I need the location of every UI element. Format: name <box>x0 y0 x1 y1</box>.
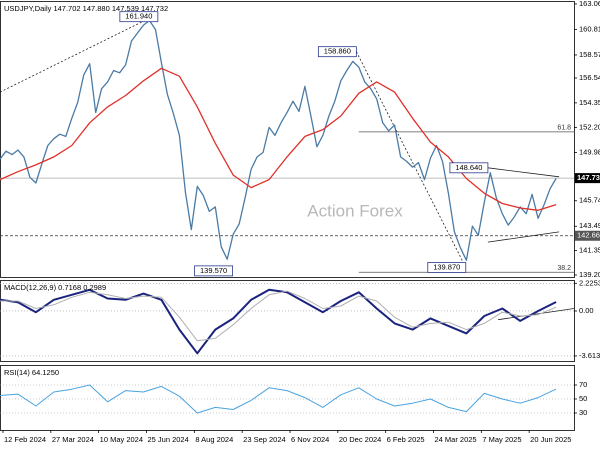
x-tick-label: 25 Jun 2024 <box>147 435 188 444</box>
y-tick-label: 0.00 <box>579 306 594 315</box>
panel-title: MACD(12,26,9) 0.7168 0.2989 <box>4 283 106 292</box>
x-tick-label: 6 Nov 2024 <box>291 435 329 444</box>
series-line <box>0 384 557 414</box>
panel-title: USDJPY,Daily 147.702 147.880 147.539 147… <box>4 4 168 13</box>
trendline <box>487 167 560 178</box>
y-tick-label: 143.495 <box>579 221 600 230</box>
y-tick-label: 139.205 <box>579 270 600 279</box>
x-tick-label: 24 Mar 2025 <box>434 435 476 444</box>
x-tick-label: 6 Feb 2025 <box>387 435 425 444</box>
annotation-label: 161.940 <box>125 12 152 21</box>
fib-label: 61.8 <box>557 125 571 132</box>
y-tick-label: 156.545 <box>579 73 600 82</box>
y-tick-label: 2.2253 <box>579 278 600 287</box>
panel-frame <box>0 365 575 431</box>
x-tick-label: 27 Mar 2024 <box>52 435 94 444</box>
trendline <box>356 51 467 268</box>
y-tick-label: 149.985 <box>579 148 600 157</box>
annotation-label: 148.640 <box>455 163 482 172</box>
y-tick-label: 154.355 <box>579 98 600 107</box>
x-tick-label: 23 Sep 2024 <box>243 435 286 444</box>
y-tick-label: 70 <box>579 380 587 389</box>
trendline <box>487 231 560 243</box>
x-tick-label: 20 Jun 2025 <box>530 435 571 444</box>
series-line <box>0 67 557 211</box>
annotation-label: 158.860 <box>324 47 351 56</box>
series-line <box>0 19 557 261</box>
x-tick-label: 10 May 2024 <box>100 435 143 444</box>
x-tick-label: 12 Feb 2024 <box>4 435 46 444</box>
y-tick-label: -3.6133 <box>579 351 600 360</box>
annotation-box <box>449 162 489 174</box>
y-tick-label: 141.350 <box>579 246 600 255</box>
watermark: Action Forex <box>307 201 403 220</box>
y-tick-label: 160.815 <box>579 24 600 33</box>
y-tick-label: 158.570 <box>579 50 600 59</box>
annotation-box <box>427 262 467 273</box>
y-tick-label: 50 <box>579 394 587 403</box>
annotation-box <box>119 11 159 23</box>
panel-frame <box>0 1 575 278</box>
x-tick-label: 20 Dec 2024 <box>339 435 382 444</box>
y-tick-label: 163.060 <box>579 0 600 8</box>
trendline <box>0 16 153 93</box>
annotation-label: 139.570 <box>200 266 227 275</box>
price-label: 147.732 <box>577 173 600 182</box>
annotation-label: 139.870 <box>433 262 460 271</box>
panel-title: RSI(14) 64.1250 <box>4 368 59 377</box>
y-tick-label: 152.200 <box>579 122 600 131</box>
annotation-box <box>194 265 233 277</box>
series-line <box>0 288 557 355</box>
price-label-box <box>575 173 600 184</box>
y-tick-label: 30 <box>579 408 587 417</box>
y-tick-label: 145.740 <box>579 196 600 205</box>
trendline <box>498 308 575 321</box>
x-tick-label: 8 Aug 2024 <box>195 435 233 444</box>
fib-label: 38.2 <box>557 265 571 272</box>
level-label: 142.660 <box>577 231 600 240</box>
annotation-box <box>317 46 357 58</box>
panel-frame <box>0 280 575 362</box>
level-label-box <box>575 230 600 241</box>
series-line <box>0 290 557 342</box>
x-tick-label: 7 May 2025 <box>482 435 521 444</box>
